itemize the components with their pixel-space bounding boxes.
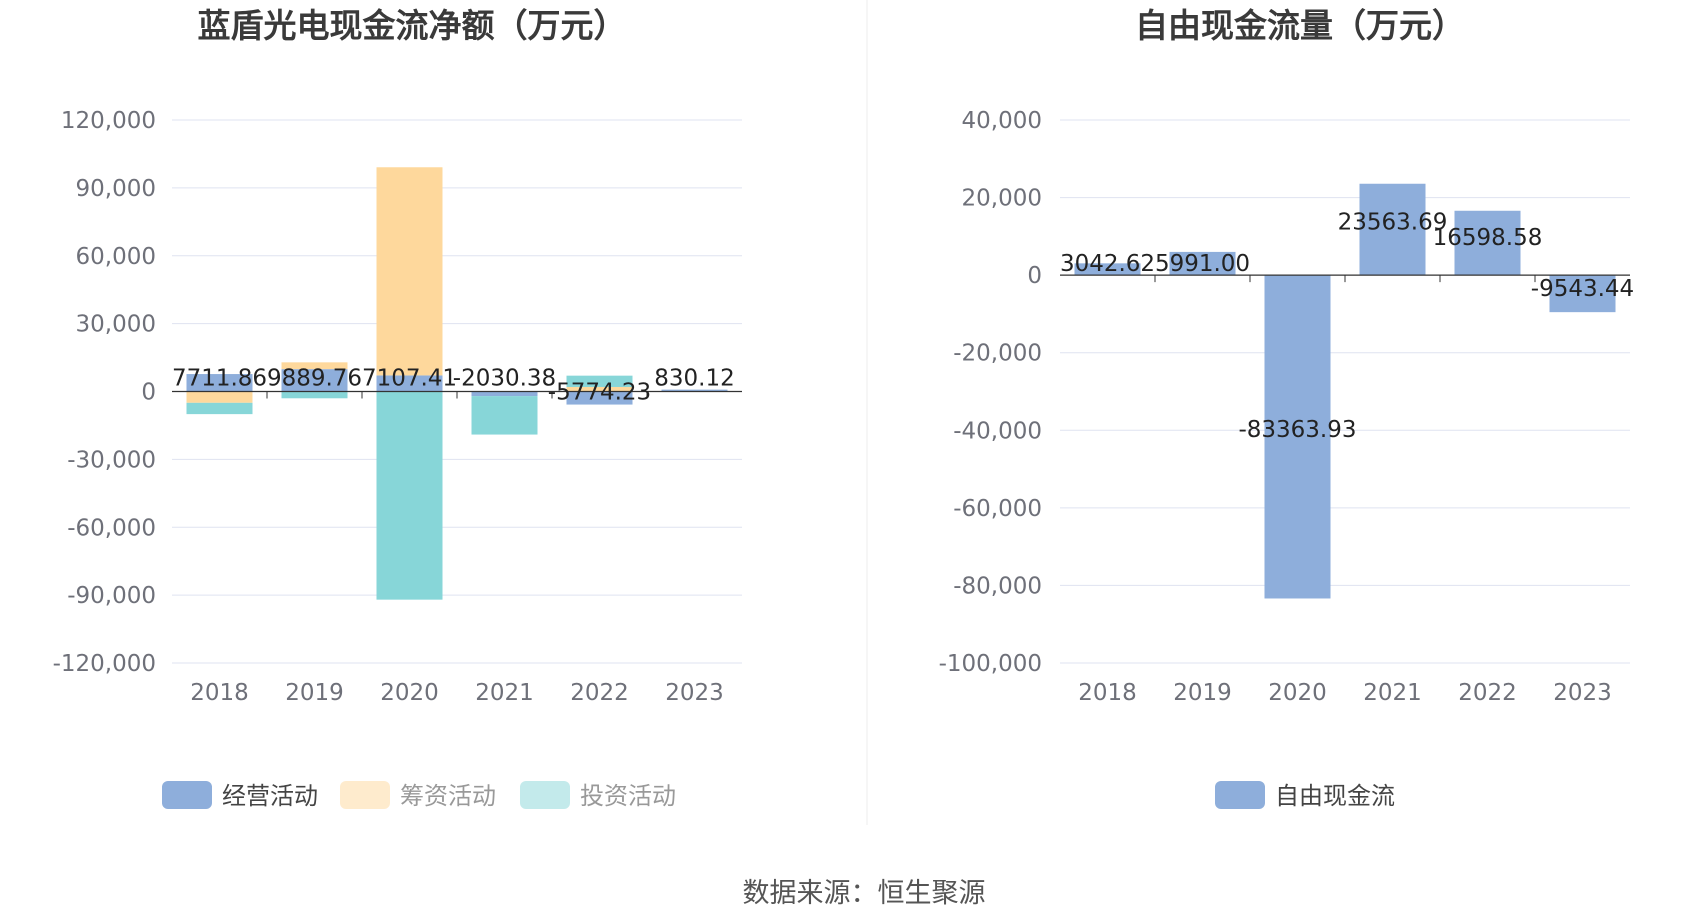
data-label: 7107.41 [362, 366, 457, 392]
y-tick-label: -30,000 [67, 447, 156, 473]
data-labels: 7711.86 9889.76 7107.41-2030.38-5774.23830… [172, 366, 735, 406]
y-axis-ticks: 120,000 90,000 60,000 30,000 0 -30,000 -60,000… [53, 108, 156, 677]
bar-经营活动-2021 [471, 391, 538, 397]
y-tick-label: -60,000 [67, 515, 156, 541]
x-axis: 2018 2019 2020 2021 2022 2023 [172, 390, 742, 706]
bar-自由现金流-2018 [1074, 263, 1141, 276]
bar-筹资活动-2020 [376, 167, 443, 376]
legend-item[interactable]: 自由现金流 [1215, 781, 1395, 810]
bar-投资活动-2021 [471, 396, 538, 435]
legend-item[interactable]: 投资活动 [520, 781, 676, 810]
x-tick-label: 2023 [665, 680, 724, 706]
legend-item[interactable]: 筹资活动 [340, 781, 496, 810]
legend-label: 投资活动 [580, 782, 676, 810]
y-tick-label: -120,000 [53, 651, 156, 677]
data-label: -2030.38 [453, 366, 556, 392]
data-label: -5774.23 [548, 380, 651, 406]
bar-经营活动-2019 [281, 369, 348, 392]
bar-投资活动-2018 [186, 402, 253, 415]
bars-layer [186, 167, 728, 600]
bar-自由现金流-2019 [1169, 251, 1236, 276]
legend-label: 经营活动 [222, 782, 318, 810]
bar-投资活动-2022 [566, 375, 633, 387]
y-tick-label: -80,000 [953, 573, 1042, 599]
x-tick-label: 2021 [1363, 680, 1422, 706]
grid-layer [1060, 119, 1630, 664]
bar-筹资活动-2018 [186, 391, 253, 403]
legend-item[interactable]: 经营活动 [162, 781, 318, 810]
legend: 经营活动 筹资活动 投资活动 [162, 781, 676, 810]
bar-筹资活动-2019 [281, 362, 348, 370]
chart-title: 自由现金流量（万元） [1135, 6, 1465, 45]
data-label: -83363.93 [1238, 417, 1356, 443]
data-source-note: 数据来源：恒生聚源 [743, 878, 986, 909]
cash-flow-net-chart: 蓝盾光电现金流净额（万元） 120,000 90,000 60,000 30,000 0… [53, 6, 742, 810]
y-tick-label: 0 [141, 380, 156, 406]
bars-layer [1074, 183, 1616, 599]
bar-投资活动-2020 [376, 391, 443, 600]
data-label: -9543.44 [1531, 276, 1634, 302]
bar-经营活动-2023 [661, 389, 728, 392]
x-tick-label: 2022 [570, 680, 629, 706]
data-label: 16598.58 [1433, 225, 1543, 251]
y-tick-label: 120,000 [61, 108, 156, 134]
free-cash-flow-chart: 自由现金流量（万元） 40,000 20,000 0 -20,000 -40,000 -6… [939, 6, 1635, 810]
legend-label: 自由现金流 [1275, 782, 1395, 810]
legend-swatch [520, 781, 570, 809]
bar-自由现金流-2020 [1264, 275, 1331, 599]
x-tick-label: 2019 [1173, 680, 1232, 706]
y-tick-label: -20,000 [953, 341, 1042, 367]
bar-筹资活动-2022 [566, 386, 633, 392]
bar-自由现金流-2023 [1549, 275, 1616, 313]
y-tick-label: -40,000 [953, 418, 1042, 444]
x-tick-label: 2021 [475, 680, 534, 706]
y-tick-label: 30,000 [76, 312, 156, 338]
x-tick-label: 2023 [1553, 680, 1612, 706]
bar-经营活动-2022 [566, 391, 633, 405]
bar-自由现金流-2021 [1359, 183, 1426, 276]
x-tick-label: 2020 [1268, 680, 1327, 706]
x-tick-label: 2022 [1458, 680, 1517, 706]
legend-swatch [162, 781, 212, 809]
legend: 自由现金流 [1215, 781, 1395, 810]
bar-经营活动-2020 [376, 375, 443, 392]
data-label: 830.12 [654, 366, 734, 392]
legend-swatch [1215, 781, 1265, 809]
y-tick-label: 0 [1027, 263, 1042, 289]
data-label: 7711.86 [172, 366, 267, 392]
x-tick-label: 2018 [1078, 680, 1137, 706]
y-axis-ticks: 40,000 20,000 0 -20,000 -40,000 -60,000 -80,00… [939, 108, 1042, 677]
bar-投资活动-2019 [281, 391, 348, 399]
y-tick-label: -90,000 [67, 583, 156, 609]
x-tick-label: 2019 [285, 680, 344, 706]
y-tick-label: 60,000 [76, 244, 156, 270]
y-tick-label: -60,000 [953, 496, 1042, 522]
chart-title: 蓝盾光电现金流净额（万元） [198, 6, 627, 45]
x-axis: 2018 2019 2020 2021 2022 2023 [1060, 274, 1630, 706]
data-label: 23563.69 [1338, 210, 1448, 236]
y-tick-label: -100,000 [939, 651, 1042, 677]
y-tick-label: 90,000 [76, 176, 156, 202]
legend-swatch [340, 781, 390, 809]
x-tick-label: 2020 [380, 680, 439, 706]
legend-label: 筹资活动 [400, 782, 496, 810]
bar-经营活动-2018 [186, 374, 253, 392]
data-label: 5991.00 [1155, 251, 1250, 277]
x-tick-label: 2018 [190, 680, 249, 706]
y-tick-label: 40,000 [962, 108, 1042, 134]
bar-自由现金流-2022 [1454, 210, 1521, 276]
data-label: 9889.76 [267, 366, 362, 392]
data-label: 3042.62 [1060, 251, 1155, 277]
y-tick-label: 20,000 [962, 186, 1042, 212]
